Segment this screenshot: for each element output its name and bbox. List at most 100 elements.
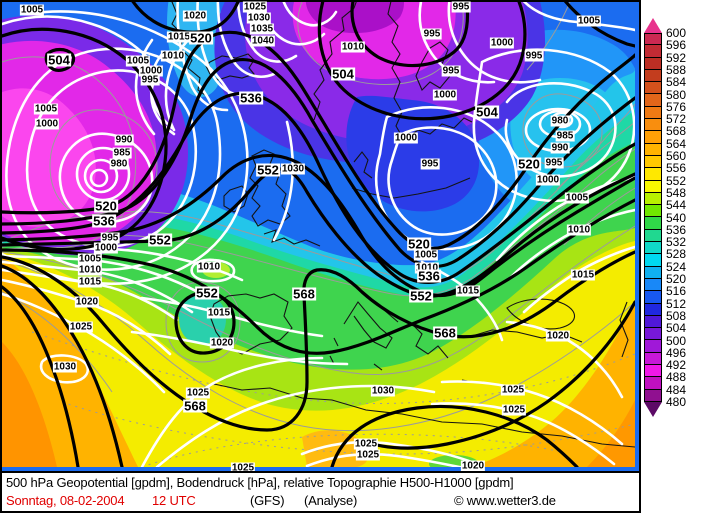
colorbar-swatch: [644, 131, 662, 144]
geopotential-contour-label: 520: [94, 198, 118, 214]
geopotential-contour-label: 536: [92, 213, 116, 229]
isobar-label: 1030: [52, 361, 78, 373]
colorbar-labels: 600 596 592 588 584 580 576 572 568 564 560 556 552 5…: [666, 27, 704, 433]
colorbar-swatch: [644, 340, 662, 353]
geopotential-contours-black: [2, 2, 635, 467]
coast-italy: [343, 301, 393, 349]
colorbar-swatch: [644, 278, 662, 292]
coast-france: [263, 229, 321, 247]
colorbar-swatch: [644, 180, 662, 193]
geopotential-contour-label: 504: [475, 104, 499, 120]
colorbar-level-label: 588: [666, 62, 687, 77]
colorbar-swatch: [644, 45, 662, 58]
geopotential-contour-label: 520: [189, 30, 213, 46]
isobar-label: 1030: [246, 12, 272, 24]
isobar-label: 1005: [77, 253, 103, 265]
geopotential-contour-label: 552: [148, 232, 172, 248]
colorbar-swatch: [644, 315, 662, 329]
coast-greece: [409, 321, 449, 359]
colorbar-swatch: [644, 143, 662, 156]
coast-north-africa: [213, 383, 635, 448]
isobar-label: 1030: [370, 385, 396, 397]
colorbar-level-label: 600: [666, 26, 687, 40]
isobar-label: 1030: [280, 163, 306, 175]
isobar-label: 1010: [340, 41, 366, 53]
isobar-label: 1000: [535, 174, 561, 186]
colorbar-level-label: 584: [666, 75, 687, 90]
caption-title: 500 hPa Geopotential [gpdm], Bodendruck …: [6, 475, 514, 490]
colorbar-level-label: 576: [666, 99, 687, 114]
isobar-label: 1005: [413, 249, 439, 261]
isobars-white: [2, 2, 635, 467]
isobar-label: 1015: [206, 307, 232, 319]
colorbar-level-label: 548: [666, 185, 687, 200]
colorbar-level-label: 540: [666, 210, 687, 225]
geopotential-contour-label: 568: [183, 398, 207, 414]
isobar-label: 1015: [455, 285, 481, 297]
colorbar-level-label: 500: [666, 333, 687, 348]
isobar-label: 1015: [166, 31, 192, 43]
colorbar-level-label: 480: [666, 395, 687, 409]
colorbar-level-label: 560: [666, 149, 687, 163]
colorbar-swatch: [644, 217, 662, 230]
isobar-label: 990: [114, 134, 134, 146]
colorbar-level-label: 524: [666, 259, 687, 274]
isobar-label: 995: [140, 74, 160, 86]
geopotential-contour-label: 552: [409, 288, 433, 304]
isobar-label: 1010: [77, 264, 103, 276]
isobar-label: 1020: [182, 10, 208, 22]
isobar-label: 995: [441, 65, 461, 77]
geopotential-contour-label: 568: [433, 325, 457, 341]
isobar-label: 995: [422, 28, 442, 40]
geopotential-contour-label: 568: [292, 286, 316, 302]
colorbar-level-label: 580: [666, 87, 687, 102]
colorbar-swatch: [644, 192, 662, 206]
colorbar-level-label: 552: [666, 173, 687, 188]
colorbar-arrow-down-icon: [644, 402, 662, 417]
isobar-label: 1040: [250, 35, 276, 47]
isobar-label: 1025: [501, 404, 527, 416]
isobar-label: 1000: [34, 118, 60, 130]
isobar-label: 1005: [33, 103, 59, 115]
coast-iceland: [205, 53, 255, 81]
coast-uk: [249, 149, 291, 227]
isobar-label: 1025: [242, 1, 268, 13]
isobar-label: 1010: [566, 224, 592, 236]
isobar-label: 1020: [460, 460, 486, 472]
isobar-label: 990: [550, 142, 570, 154]
geopotential-contour-label: 536: [239, 90, 263, 106]
colorbar-swatch: [644, 242, 662, 255]
colorbar-swatch: [644, 205, 662, 218]
colorbar-swatch: [644, 328, 662, 341]
isobar-label: 1025: [185, 387, 211, 399]
coast-denmark: [353, 151, 373, 179]
colorbar-level-label: 520: [666, 272, 687, 286]
isobar-label: 1025: [355, 449, 381, 461]
caption-date: Sonntag, 08-02-2004: [6, 493, 125, 508]
coast-islands: [329, 337, 475, 383]
isobar-label: 1000: [138, 65, 164, 77]
isobar-label: 1000: [432, 89, 458, 101]
colorbar-level-label: 556: [666, 161, 687, 176]
isobar-label: 985: [112, 147, 132, 159]
colorbar-swatch: [644, 377, 662, 390]
isobar-label: 1015: [77, 276, 103, 288]
colorbar-swatch: [644, 119, 662, 132]
colorbar-level-label: 484: [666, 382, 687, 397]
colorbar-level-label: 516: [666, 284, 687, 299]
geopotential-contour-label: 504: [47, 52, 71, 68]
isobar-label: 1010: [414, 262, 440, 274]
isobar-label: 1000: [393, 132, 419, 144]
colorbar-level-label: 532: [666, 235, 687, 250]
isobar-label: 1025: [500, 384, 526, 396]
colorbar-swatch: [644, 365, 662, 378]
isobar-label: 985: [555, 130, 575, 142]
colorbar-level-label: 572: [666, 112, 687, 127]
colorbar-level-label: 504: [666, 321, 687, 336]
colorbar-level-label: 528: [666, 247, 687, 262]
isobar-label: 1005: [125, 55, 151, 67]
colorbar-level-label: 544: [666, 198, 687, 213]
colorbar-swatch: [644, 229, 662, 243]
colorbar-swatch: [644, 291, 662, 304]
coast-iberia: [209, 293, 293, 355]
